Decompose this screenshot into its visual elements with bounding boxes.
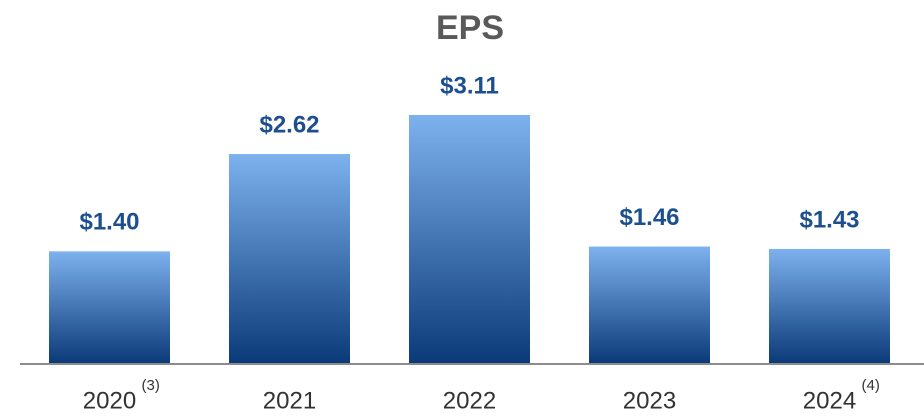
bar <box>769 248 890 363</box>
bar <box>229 154 350 363</box>
x-tick-label: 2020 <box>83 387 136 414</box>
value-label: $1.43 <box>799 206 859 233</box>
value-label: $1.46 <box>619 204 679 231</box>
x-tick-label: 2022 <box>443 387 496 414</box>
footnote-marker: (4) <box>862 377 880 394</box>
chart-title: EPS <box>436 9 504 47</box>
x-tick-label: 2024 <box>803 387 856 414</box>
value-label: $3.11 <box>440 72 499 99</box>
footnote-marker: (3) <box>142 377 160 394</box>
x-tick-label: 2023 <box>623 387 676 414</box>
value-label: $2.62 <box>259 111 319 138</box>
bar <box>589 246 710 363</box>
bar <box>409 114 530 363</box>
x-tick-label: 2021 <box>263 387 316 414</box>
bar <box>49 251 170 363</box>
value-label: $1.40 <box>79 209 139 236</box>
